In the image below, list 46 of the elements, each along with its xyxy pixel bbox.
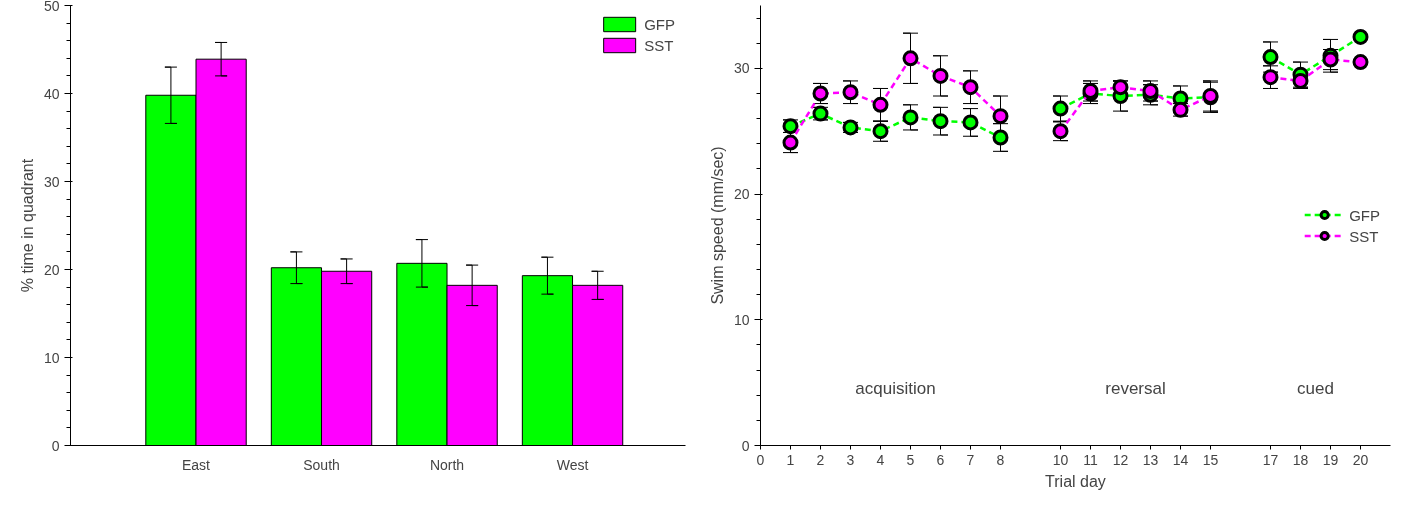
- x-tick-label: 3: [846, 451, 855, 468]
- y-tick-label: 0: [51, 437, 60, 454]
- x-tick-label: 19: [1322, 451, 1339, 468]
- x-tick-label: 4: [876, 451, 885, 468]
- point: [1352, 54, 1369, 71]
- y-tick-label: 30: [733, 60, 750, 77]
- x-tick-label: 12: [1112, 451, 1129, 468]
- x-tick-label: 0: [756, 451, 765, 468]
- x-tick-label: 8: [996, 451, 1005, 468]
- point: [1352, 28, 1369, 45]
- y-tick-label: 40: [43, 85, 60, 102]
- y-tick-label: 0: [741, 437, 750, 454]
- y-axis-title: Swim speed (mm/sec): [708, 146, 726, 305]
- legend-label: SST: [644, 36, 674, 54]
- x-tick-label: North: [429, 456, 465, 473]
- legend-label: GFP: [644, 15, 675, 33]
- x-tick-label: West: [556, 456, 589, 473]
- x-tick-label: 17: [1262, 451, 1279, 468]
- y-tick-label: 20: [733, 186, 750, 203]
- y-tick-label: 20: [43, 261, 60, 278]
- y-tick-label: 50: [43, 0, 60, 14]
- x-tick-label: East: [182, 456, 211, 473]
- y-tick-label: 10: [43, 349, 60, 366]
- x-tick-label: South: [303, 456, 340, 473]
- y-tick-label: 10: [733, 311, 750, 328]
- y-tick-label: 30: [43, 173, 60, 190]
- annotation: cued: [1297, 378, 1334, 398]
- x-tick-label: 18: [1292, 451, 1309, 468]
- x-tick-label: 1: [786, 451, 795, 468]
- x-axis-title: Trial day: [1045, 472, 1106, 490]
- x-tick-label: 11: [1083, 451, 1098, 468]
- point: [902, 50, 919, 67]
- x-tick-label: 6: [936, 451, 945, 468]
- x-tick-label: 7: [966, 451, 975, 468]
- x-tick-label: 20: [1352, 451, 1369, 468]
- x-tick-label: 5: [906, 451, 915, 468]
- x-tick-label: 13: [1142, 451, 1159, 468]
- y-axis-title: % time in quadrant: [18, 158, 36, 293]
- x-tick-label: 2: [816, 451, 825, 468]
- legend-label: GFP: [1349, 206, 1380, 223]
- x-tick-label: 10: [1052, 451, 1069, 468]
- annotation: acquisition: [855, 378, 936, 398]
- x-tick-label: 15: [1202, 451, 1219, 468]
- annotation: reversal: [1105, 378, 1166, 398]
- x-tick-label: 14: [1172, 451, 1189, 468]
- legend-label: SST: [1349, 227, 1379, 244]
